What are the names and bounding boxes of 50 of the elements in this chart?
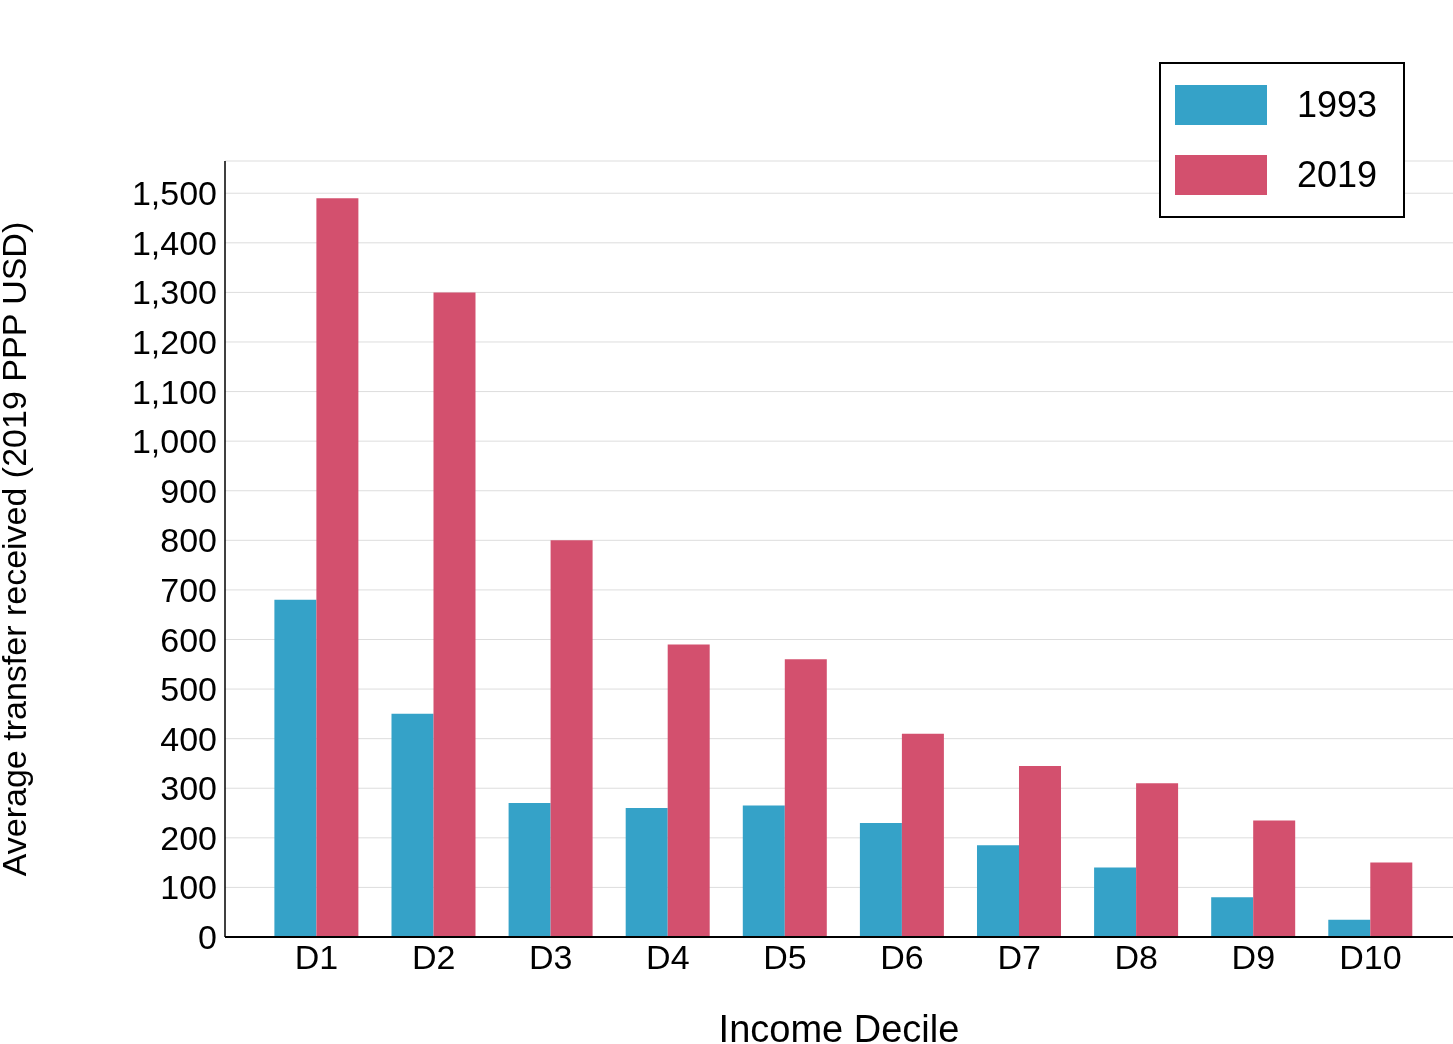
x-tick-label: D2 bbox=[411, 938, 456, 977]
y-tick-label: 600 bbox=[160, 620, 217, 659]
bar bbox=[391, 713, 434, 937]
x-axis-title: Income Decile bbox=[718, 1008, 960, 1044]
y-tick-label: 700 bbox=[160, 570, 217, 609]
y-axis-title: Average transfer received (2019 PPP USD) bbox=[0, 221, 34, 877]
bar bbox=[433, 292, 476, 937]
bar bbox=[784, 659, 827, 937]
bar bbox=[742, 805, 785, 937]
bar bbox=[667, 644, 710, 937]
bar bbox=[508, 803, 551, 937]
bar bbox=[1253, 820, 1296, 937]
y-tick-label: 300 bbox=[160, 769, 217, 808]
y-tick-label: 500 bbox=[160, 670, 217, 709]
y-tick-label: 900 bbox=[160, 471, 217, 510]
bar bbox=[976, 845, 1019, 937]
x-tick-label: D5 bbox=[763, 938, 807, 977]
x-tick-label: D6 bbox=[880, 938, 924, 977]
bar bbox=[550, 540, 593, 937]
x-tick-label: D3 bbox=[529, 938, 573, 977]
bar bbox=[901, 733, 944, 937]
bar bbox=[1094, 867, 1137, 937]
legend-label: 2019 bbox=[1296, 154, 1377, 196]
bar bbox=[1136, 783, 1179, 937]
bar bbox=[1018, 765, 1061, 937]
bar bbox=[1211, 897, 1254, 937]
bar bbox=[316, 198, 359, 937]
legend-label: 1993 bbox=[1296, 84, 1377, 126]
x-tick-label: D4 bbox=[646, 938, 690, 977]
x-tick-label: D7 bbox=[997, 938, 1041, 977]
y-tick-label: 1,500 bbox=[131, 174, 217, 213]
y-tick-label: 800 bbox=[160, 521, 217, 560]
y-tick-label: 1,300 bbox=[131, 273, 217, 312]
y-tick-label: 1,000 bbox=[131, 422, 217, 461]
y-tick-label: 1,100 bbox=[131, 372, 217, 411]
bar bbox=[859, 822, 902, 937]
y-tick-label: 400 bbox=[160, 719, 217, 758]
x-tick-label: D10 bbox=[1339, 938, 1402, 977]
bar bbox=[625, 808, 668, 937]
y-tick-label: 100 bbox=[160, 868, 217, 907]
bar bbox=[274, 599, 317, 937]
x-tick-label: D1 bbox=[294, 938, 339, 977]
x-tick-label: D9 bbox=[1231, 938, 1276, 977]
y-tick-label: 200 bbox=[160, 818, 217, 857]
y-tick-label: 1,200 bbox=[131, 323, 217, 362]
bar bbox=[1370, 862, 1413, 937]
x-tick-label: D8 bbox=[1114, 938, 1158, 977]
y-tick-label: 0 bbox=[198, 918, 217, 957]
bar bbox=[1328, 919, 1371, 937]
y-tick-label: 1,400 bbox=[131, 223, 217, 262]
